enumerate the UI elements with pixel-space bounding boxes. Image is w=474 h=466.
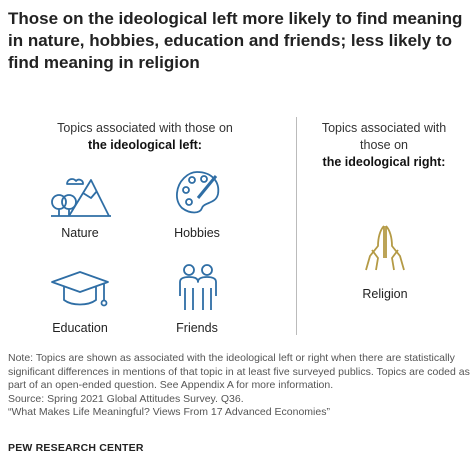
left-heading-text: Topics associated with those on (57, 121, 233, 135)
source: Source: Spring 2021 Global Attitudes Sur… (8, 393, 244, 405)
religion-icon (365, 225, 405, 271)
brand: PEW RESEARCH CENTER (8, 442, 144, 454)
report: “What Makes Life Meaningful? Views From … (8, 406, 330, 418)
item-label: Religion (362, 287, 408, 301)
friends-icon (179, 264, 217, 310)
education-icon (51, 271, 109, 307)
left-heading-bold: the ideological left: (88, 138, 202, 152)
item-label: Friends (176, 321, 218, 335)
divider (296, 117, 297, 335)
note: Note: Topics are shown as associated wit… (8, 352, 470, 391)
right-heading: Topics associated with those on the ideo… (316, 120, 452, 171)
left-heading: Topics associated with those on the ideo… (30, 120, 260, 154)
item-label: Nature (61, 226, 99, 240)
right-heading-text: Topics associated with those on (321, 121, 447, 152)
item-label: Hobbies (174, 226, 220, 240)
title: Those on the ideological left more likel… (8, 9, 463, 72)
right-heading-bold: the ideological right: (322, 155, 446, 169)
hobbies-icon (176, 171, 220, 214)
item-label: Education (52, 321, 108, 335)
nature-icon (51, 178, 111, 217)
